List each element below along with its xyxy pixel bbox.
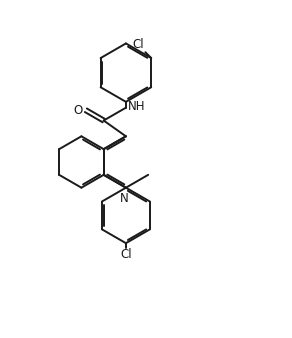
Text: O: O [74,104,83,117]
Text: Cl: Cl [132,38,144,51]
Text: NH: NH [128,100,146,113]
Text: N: N [120,192,129,205]
Text: Cl: Cl [120,248,132,261]
